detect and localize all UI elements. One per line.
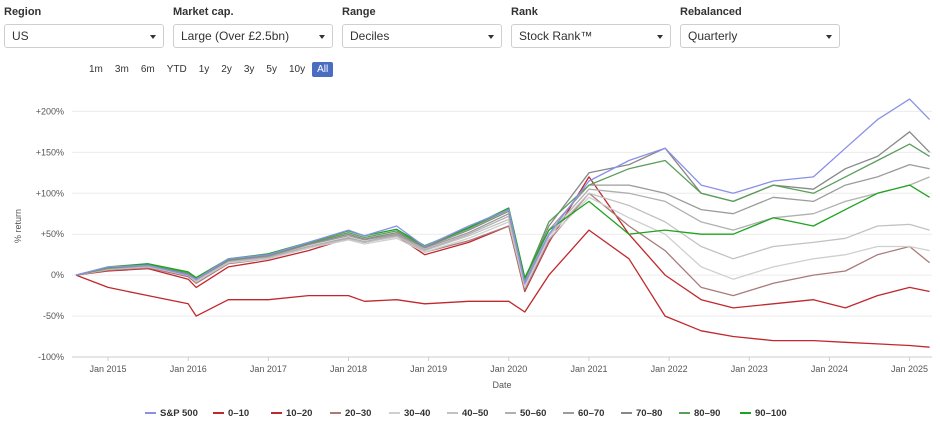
legend-item: 20–30 <box>345 408 371 419</box>
series-line-50-60 <box>75 176 930 284</box>
series-line-60-70 <box>75 163 930 283</box>
filter-label: Market cap. <box>173 6 234 18</box>
caret-down-icon <box>488 35 494 39</box>
legend-item: 80–90 <box>694 408 720 419</box>
range-selector: 1m 3m 6m YTD 1y 2y 3y 5y 10y All <box>84 62 335 77</box>
y-tick-label: -100% <box>38 352 64 362</box>
filter-rank: Rank Stock Rank™ <box>511 0 671 48</box>
legend-item: 30–40 <box>404 408 430 419</box>
series-line-90-100 <box>75 184 930 279</box>
y-tick-label: -50% <box>43 311 64 321</box>
range-button-2y[interactable]: 2y <box>221 64 232 75</box>
caret-down-icon <box>319 35 325 39</box>
series-line-80-90 <box>75 143 930 280</box>
legend-item: 90–100 <box>755 408 787 419</box>
y-tick-label: +100% <box>36 188 64 198</box>
series-line-40-50 <box>75 192 930 286</box>
x-tick-label: Jan 2023 <box>731 364 768 374</box>
x-tick-label: Jan 2025 <box>891 364 928 374</box>
filter-value: US <box>12 29 29 43</box>
filter-range: Range Deciles <box>342 0 502 48</box>
legend-item: S&P 500 <box>160 408 198 419</box>
legend-item: 10–20 <box>286 408 312 419</box>
range-button-3m[interactable]: 3m <box>114 64 129 75</box>
filter-value: Large (Over £2.5bn) <box>181 29 290 43</box>
range-button-all[interactable]: All <box>312 62 334 77</box>
filter-label: Range <box>342 6 376 18</box>
x-tick-label: Jan 2015 <box>90 364 127 374</box>
range-button-6m[interactable]: 6m <box>140 64 155 75</box>
filter-select[interactable]: Large (Over £2.5bn) <box>173 24 333 48</box>
filter-value: Stock Rank™ <box>519 29 593 43</box>
range-button-1m[interactable]: 1m <box>89 64 103 75</box>
filter-label: Region <box>4 6 42 18</box>
filter-rebalanced: Rebalanced Quarterly <box>680 0 840 48</box>
caret-down-icon <box>657 35 663 39</box>
x-tick-label: Jan 2016 <box>170 364 207 374</box>
y-tick-label: +50% <box>41 229 64 239</box>
series-line-0-10 <box>75 229 930 348</box>
filter-label: Rebalanced <box>680 6 742 18</box>
legend-item: 50–60 <box>520 408 546 419</box>
series-line-10-20 <box>75 176 930 309</box>
legend-item: 60–70 <box>578 408 604 419</box>
series-line-70-80 <box>75 131 931 280</box>
series-line-s-p-500 <box>75 98 931 284</box>
y-tick-label: +150% <box>36 147 64 157</box>
filter-select[interactable]: Deciles <box>342 24 502 48</box>
x-tick-label: Jan 2018 <box>330 364 367 374</box>
range-button-ytd[interactable]: YTD <box>166 64 187 75</box>
x-tick-label: Jan 2024 <box>811 364 848 374</box>
filter-label: Rank <box>511 6 538 18</box>
legend-item: 70–80 <box>636 408 662 419</box>
range-button-5y[interactable]: 5y <box>266 64 277 75</box>
filter-select[interactable]: Stock Rank™ <box>511 24 671 48</box>
y-tick-label: +200% <box>36 106 64 116</box>
y-tick-label: 0% <box>51 270 64 280</box>
x-tick-label: Jan 2022 <box>651 364 688 374</box>
x-tick-label: Jan 2021 <box>570 364 607 374</box>
caret-down-icon <box>826 35 832 39</box>
y-axis-label: % return <box>13 209 23 243</box>
range-button-1y[interactable]: 1y <box>198 64 210 75</box>
range-button-3y[interactable]: 3y <box>243 64 255 75</box>
x-axis-label: Date <box>492 380 511 390</box>
x-tick-label: Jan 2017 <box>250 364 287 374</box>
caret-down-icon <box>150 35 156 39</box>
x-tick-label: Jan 2020 <box>490 364 527 374</box>
x-tick-label: Jan 2019 <box>410 364 447 374</box>
range-button-10y[interactable]: 10y <box>288 64 306 75</box>
series-line-20-30 <box>75 192 931 297</box>
series-line-30-40 <box>75 196 930 289</box>
filter-select[interactable]: US <box>4 24 164 48</box>
legend-item: 40–50 <box>462 408 488 419</box>
filter-value: Quarterly <box>688 29 738 43</box>
filter-region: Region US <box>4 0 164 48</box>
filter-value: Deciles <box>350 29 390 43</box>
filter-market-cap: Market cap. Large (Over £2.5bn) <box>173 0 333 48</box>
filter-select[interactable]: Quarterly <box>680 24 840 48</box>
legend-item: 0–10 <box>228 408 249 419</box>
